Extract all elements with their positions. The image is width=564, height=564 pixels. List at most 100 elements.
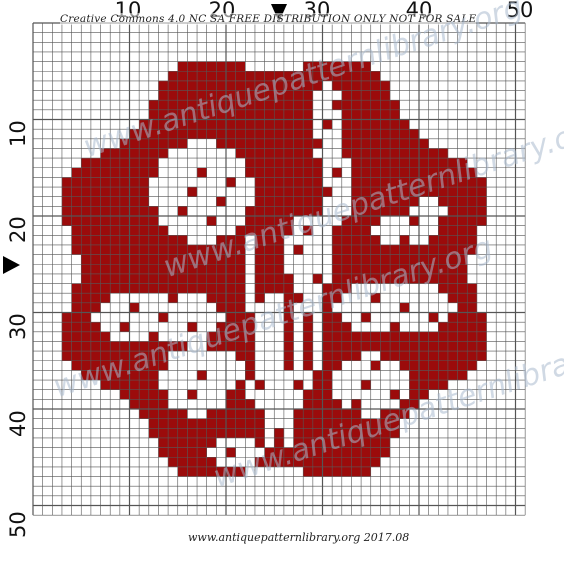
filled-cell [81,177,91,188]
filled-cell [283,302,294,313]
filled-cell [274,187,284,197]
filled-cell [168,447,178,458]
filled-cell [81,273,91,284]
filled-cell [283,100,294,110]
filled-cell [119,225,130,236]
filled-cell [197,244,207,255]
filled-cell [187,61,198,72]
filled-cell [254,90,265,101]
filled-cell [312,196,323,207]
filled-cell [206,437,217,448]
filled-cell [90,341,101,352]
filled-cell [447,322,458,332]
filled-cell [216,244,226,255]
filled-cell [158,360,169,371]
filled-cell [361,437,371,448]
filled-cell [370,235,381,245]
filled-cell [332,61,342,72]
filled-cell [370,119,381,130]
filled-cell [177,273,188,284]
filled-cell [303,447,313,458]
filled-cell [322,61,333,72]
filled-cell [206,341,217,352]
filled-cell [187,322,198,332]
filled-cell [293,71,304,81]
filled-cell [274,206,284,216]
filled-cell [303,119,313,130]
filled-cell [303,399,313,409]
filled-cell [254,216,265,226]
filled-cell [361,187,371,197]
filled-cell [322,418,333,429]
filled-cell [177,109,188,120]
filled-cell [351,216,362,226]
filled-cell [206,129,217,139]
filled-cell [341,235,352,245]
filled-cell [139,148,149,159]
filled-cell [380,254,391,265]
filled-cell [361,331,371,342]
filled-cell [177,341,188,352]
filled-cell [197,264,207,274]
filled-cell [476,187,487,197]
filled-cell [158,409,169,419]
filled-cell [216,331,226,342]
filled-cell [71,187,82,197]
filled-cell [283,187,294,197]
footer-credit: www.antiquepatternlibrary.org 2017.08 [188,531,410,544]
filled-cell [380,206,391,216]
filled-cell [283,177,294,188]
filled-cell [380,129,391,139]
filled-cell [148,216,159,226]
filled-cell [390,351,400,361]
filled-cell [187,273,198,284]
filled-cell [399,206,410,216]
filled-cell [129,177,140,188]
filled-cell [457,177,468,188]
filled-cell [254,71,265,81]
filled-cell [148,399,159,409]
filled-cell [293,109,304,120]
filled-cell [467,216,477,226]
filled-cell [235,254,246,265]
filled-cell [216,322,226,332]
filled-cell [264,119,275,130]
filled-cell [380,264,391,274]
filled-cell [476,312,487,323]
filled-cell [409,148,419,159]
filled-cell [216,129,226,139]
filled-cell [332,351,342,361]
filled-cell [158,428,169,438]
filled-cell [226,80,236,91]
filled-cell [303,158,313,168]
filled-cell [148,206,159,216]
filled-cell [216,466,226,477]
filled-cell [226,283,236,294]
filled-cell [293,380,304,390]
filled-cell [351,351,362,361]
filled-cell [148,418,159,429]
filled-cell [361,158,371,168]
filled-cell [428,158,439,168]
filled-cell [332,409,342,419]
filled-cell [235,244,246,255]
filled-cell [90,254,101,265]
filled-cell [226,293,236,303]
filled-cell [351,80,362,91]
filled-cell [419,370,429,381]
filled-cell [235,380,246,390]
filled-cell [177,428,188,438]
filled-cell [370,148,381,159]
filled-cell [332,293,342,303]
filled-cell [428,235,439,245]
filled-cell [245,341,255,352]
filled-cell [129,187,140,197]
filled-cell [303,225,313,236]
filled-cell [254,283,265,294]
filled-cell [419,177,429,188]
filled-cell [409,341,419,352]
filled-cell [457,302,468,313]
filled-cell [110,244,120,255]
filled-cell [90,216,101,226]
filled-cell [90,351,101,361]
